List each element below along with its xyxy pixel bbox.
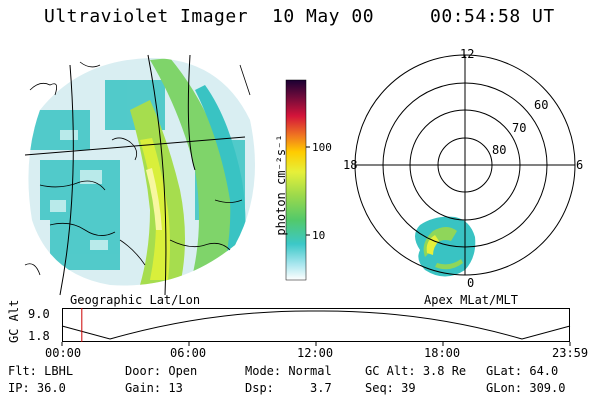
alt-xtick-0600: 06:00 (170, 346, 207, 360)
info-mode: Mode: Normal (245, 364, 332, 378)
info-mode-value: Normal (288, 364, 332, 378)
mlt-label-0: 0 (467, 276, 475, 290)
time-label: 00:54:58 UT (430, 6, 555, 27)
info-door-value: Open (168, 364, 198, 378)
alt-ylabel: GC Alt (7, 299, 21, 343)
mlt-label-6: 6 (576, 158, 584, 172)
geographic-caption: Geographic Lat/Lon (70, 293, 201, 307)
alt-ymin: 1.8 (28, 329, 50, 343)
colorbar-tick-100: 100 (312, 141, 332, 154)
info-gain-value: 13 (168, 381, 183, 395)
info-seq-value: 39 (401, 381, 416, 395)
info-door: Door: Open (125, 364, 198, 378)
info-ip: IP: 36.0 (8, 381, 66, 395)
info-ip-value: 36.0 (36, 381, 66, 395)
info-glat: GLat: 64.0 (486, 364, 559, 378)
alt-xtick-0000: 00:00 (45, 346, 82, 360)
info-flt-value: LBHL (44, 364, 74, 378)
info-glon-value: 309.0 (529, 381, 566, 395)
mlt-label-18: 18 (343, 158, 358, 172)
alt-xtick-2359: 23:59 (552, 346, 589, 360)
info-gcalt-value: 3.8 Re (422, 364, 467, 378)
apex-caption: Apex MLat/MLT (424, 293, 518, 307)
mlt-label-12: 12 (460, 47, 475, 61)
info-flt: Flt: LBHL (8, 364, 74, 378)
geographic-image-panel (24, 54, 255, 296)
info-gain: Gain: 13 (125, 381, 183, 395)
instrument-title: Ultraviolet Imager (44, 6, 249, 27)
alt-xtick-1200: 12:00 (297, 346, 334, 360)
info-dsp: Dsp: 3.7 (245, 381, 332, 395)
info-glat-value: 64.0 (529, 364, 559, 378)
info-gcalt: GC Alt: 3.8 Re (365, 364, 467, 378)
altitude-plot (61, 308, 571, 346)
date-label: 10 May 00 (272, 6, 375, 27)
info-seq: Seq: 39 (365, 381, 416, 395)
alt-xtick-1800: 18:00 (424, 346, 461, 360)
mlat-label-80: 80 (492, 143, 507, 157)
colorbar (285, 79, 310, 281)
alt-ymax: 9.0 (28, 307, 50, 321)
mlat-label-60: 60 (534, 98, 549, 112)
polar-plot (354, 54, 576, 277)
mlat-label-70: 70 (512, 121, 527, 135)
info-glon: GLon: 309.0 (486, 381, 566, 395)
colorbar-label: photon cm⁻²s⁻¹ (274, 134, 288, 236)
colorbar-tick-10: 10 (312, 229, 326, 242)
info-dsp-value: 3.7 (310, 381, 332, 395)
